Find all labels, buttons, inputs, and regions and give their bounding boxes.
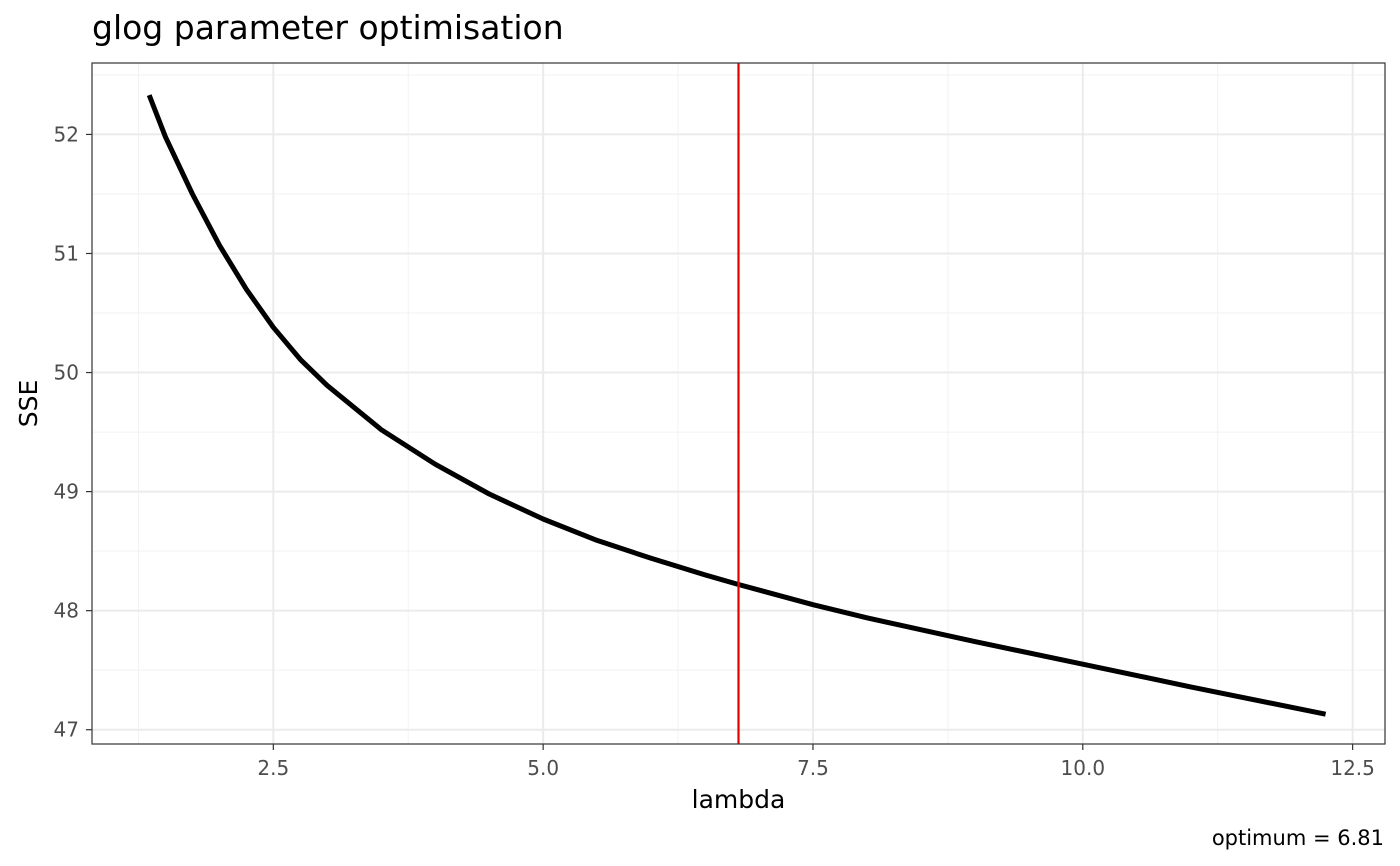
y-tick-label: 52 xyxy=(54,122,79,146)
chart-title: glog parameter optimisation xyxy=(92,8,564,47)
y-tick-label: 47 xyxy=(54,718,79,742)
y-tick-label: 49 xyxy=(54,480,79,504)
y-axis: 47 48 49 50 51 52 xyxy=(54,122,92,742)
x-tick-label: 12.5 xyxy=(1330,756,1375,780)
x-axis-title: lambda xyxy=(692,785,786,814)
x-tick-label: 10.0 xyxy=(1061,756,1106,780)
x-tick-label: 7.5 xyxy=(797,756,829,780)
x-tick-label: 5.0 xyxy=(527,756,559,780)
y-tick-label: 51 xyxy=(54,241,79,265)
series-layer xyxy=(146,94,1327,717)
optimum-caption: optimum = 6.81 xyxy=(1211,826,1384,850)
x-tick-label: 2.5 xyxy=(257,756,289,780)
y-tick-label: 48 xyxy=(54,599,79,623)
sse-curve xyxy=(146,94,1327,717)
x-axis: 2.5 5.0 7.5 10.0 12.5 xyxy=(257,744,1375,780)
y-axis-title: SSE xyxy=(14,380,43,428)
y-tick-label: 50 xyxy=(54,361,79,385)
panel-border xyxy=(91,62,1386,745)
